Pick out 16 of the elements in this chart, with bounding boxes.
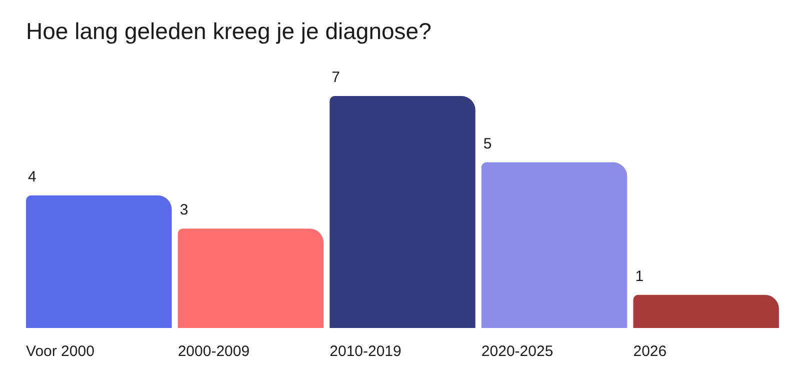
data-label: 4 [28,168,36,186]
bar [178,228,324,328]
data-label: 3 [180,202,188,219]
x-tick-label: Voor 2000 [26,343,94,360]
bar [330,96,476,328]
x-tick-label: 2020-2025 [481,343,554,360]
chart-title: Hoe lang geleden kreeg je je diagnose? [25,17,432,46]
bar [633,294,779,328]
x-tick-label: 2010-2019 [330,343,402,360]
bar [26,195,172,328]
data-label: 7 [332,69,340,86]
x-tick-label: 2000-2009 [178,343,250,360]
data-label: 5 [483,135,492,152]
x-tick-label: 2026 [633,343,667,360]
data-label: 1 [635,268,644,285]
bar [481,162,628,328]
